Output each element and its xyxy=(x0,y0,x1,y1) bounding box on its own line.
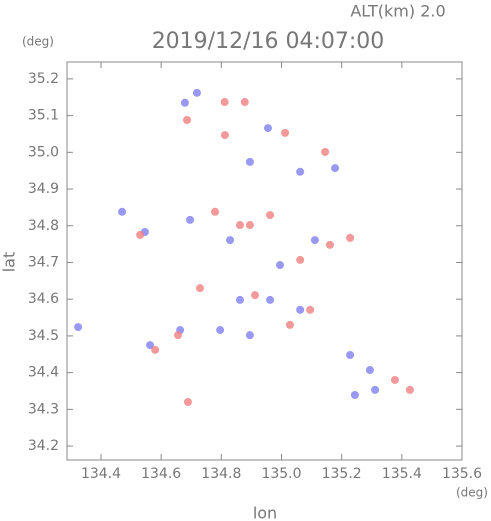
y-tick-label: 34.4 xyxy=(28,365,59,381)
data-point xyxy=(296,255,305,264)
chart-subtitle: ALT(km) 2.0 xyxy=(350,2,445,21)
y-tick-label: 34.2 xyxy=(28,438,59,454)
data-point xyxy=(263,124,272,133)
data-point xyxy=(151,345,160,354)
data-point xyxy=(251,291,260,300)
data-point xyxy=(310,236,319,245)
x-unit: (deg) xyxy=(456,486,488,500)
x-axis-label: lon xyxy=(253,504,277,521)
data-point xyxy=(174,331,183,340)
data-point xyxy=(220,98,229,107)
data-point xyxy=(245,157,254,166)
data-point xyxy=(245,221,254,230)
data-point xyxy=(346,233,355,242)
y-axis-label: lat xyxy=(0,252,19,273)
y-tick-label: 34.3 xyxy=(28,401,59,417)
data-point xyxy=(192,88,201,97)
y-tick-label: 35.1 xyxy=(28,108,59,124)
data-point xyxy=(74,323,83,332)
plot-frame xyxy=(66,61,463,461)
y-tick-label: 34.6 xyxy=(28,291,59,307)
data-point xyxy=(240,98,249,107)
data-point xyxy=(321,147,330,156)
y-tick-label: 34.7 xyxy=(28,254,59,270)
data-point xyxy=(226,236,235,245)
y-tick-label: 35.0 xyxy=(28,144,59,160)
y-tick-label: 35.2 xyxy=(28,71,59,87)
data-point xyxy=(235,295,244,304)
data-point xyxy=(136,230,145,239)
data-point xyxy=(371,385,380,394)
y-tick-label: 34.9 xyxy=(28,181,59,197)
data-point xyxy=(146,341,155,350)
data-point xyxy=(331,164,340,173)
data-point xyxy=(306,305,315,314)
data-point xyxy=(296,167,305,176)
x-tick-label: 135.2 xyxy=(322,466,362,482)
data-point xyxy=(281,128,290,137)
data-point xyxy=(365,366,374,375)
data-point xyxy=(325,240,334,249)
x-tick-label: 135.0 xyxy=(261,466,301,482)
data-point xyxy=(216,326,225,335)
data-point xyxy=(183,116,192,125)
data-point xyxy=(390,375,399,384)
chart-title: 2019/12/16 04:07:00 xyxy=(152,29,385,54)
data-point xyxy=(296,305,305,314)
y-tick-label: 34.5 xyxy=(28,328,59,344)
data-point xyxy=(220,131,229,140)
data-point xyxy=(266,295,275,304)
data-point xyxy=(180,98,189,107)
x-tick-label: 134.6 xyxy=(141,466,181,482)
x-tick-label: 135.4 xyxy=(382,466,422,482)
data-point xyxy=(118,207,127,216)
data-point xyxy=(346,350,355,359)
x-tick-label: 134.4 xyxy=(81,466,121,482)
data-point xyxy=(195,284,204,293)
y-unit: (deg) xyxy=(22,35,54,49)
x-tick-label: 134.8 xyxy=(201,466,241,482)
data-point xyxy=(266,211,275,220)
data-point xyxy=(405,385,414,394)
data-point xyxy=(186,215,195,224)
data-point xyxy=(235,221,244,230)
x-tick-label: 135.6 xyxy=(442,466,482,482)
data-point xyxy=(183,397,192,406)
data-point xyxy=(285,320,294,329)
data-point xyxy=(211,207,220,216)
data-point xyxy=(245,331,254,340)
y-tick-label: 34.8 xyxy=(28,218,59,234)
data-point xyxy=(350,391,359,400)
data-point xyxy=(275,261,284,270)
